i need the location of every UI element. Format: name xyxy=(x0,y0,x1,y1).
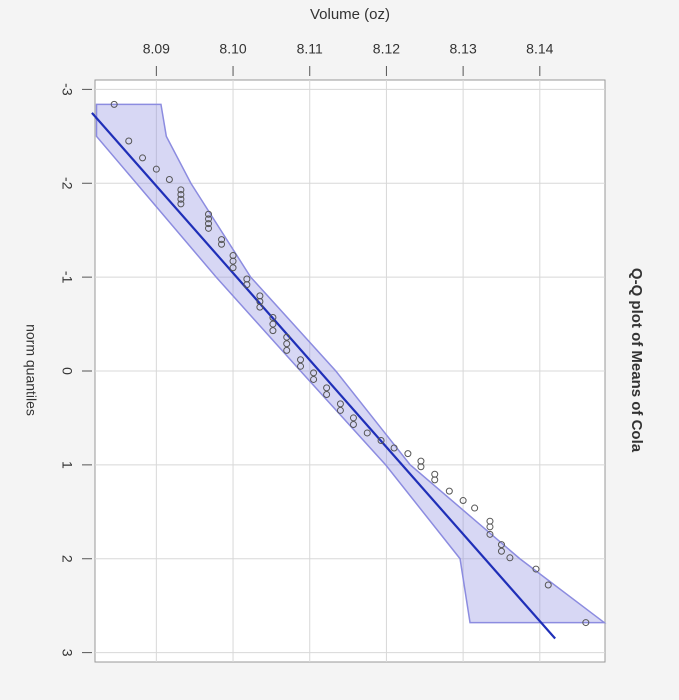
x-tick-label: 8.13 xyxy=(449,41,476,57)
point xyxy=(471,504,479,512)
x-tick-label: 8.09 xyxy=(143,41,170,57)
y-tick-label: 2 xyxy=(59,555,75,563)
point xyxy=(310,375,318,383)
point xyxy=(497,547,505,555)
y-tick-label: -3 xyxy=(59,83,75,96)
point xyxy=(229,264,237,272)
point xyxy=(486,523,494,531)
point xyxy=(205,220,213,228)
y-tick-label: -2 xyxy=(59,177,75,190)
point xyxy=(269,320,277,328)
point xyxy=(497,541,505,549)
point xyxy=(125,137,133,145)
point xyxy=(445,487,453,495)
x-tick-label: 8.12 xyxy=(373,41,400,57)
point xyxy=(177,195,185,203)
x-tick-label: 8.14 xyxy=(526,41,553,57)
point xyxy=(363,429,371,437)
point xyxy=(431,476,439,484)
point xyxy=(544,581,552,589)
x-tick-label: 8.11 xyxy=(297,41,323,57)
point xyxy=(283,333,291,341)
y-tick-label: 0 xyxy=(59,367,75,375)
y-axis-label: norm quantiles xyxy=(23,324,39,416)
y-tick-label: 1 xyxy=(59,461,75,469)
x-axis-label: Volume (oz) xyxy=(310,6,390,23)
point xyxy=(205,224,213,232)
point xyxy=(336,400,344,408)
point xyxy=(283,340,291,348)
point xyxy=(165,176,173,184)
point xyxy=(218,236,226,244)
point xyxy=(152,165,160,173)
confidence-band xyxy=(95,103,607,624)
point xyxy=(297,362,305,370)
point xyxy=(404,450,412,458)
point xyxy=(323,384,331,392)
point xyxy=(205,210,213,218)
point xyxy=(139,154,147,162)
point xyxy=(532,565,540,573)
fit-line xyxy=(91,112,556,640)
point xyxy=(377,436,385,444)
point xyxy=(323,390,331,398)
y-tick-label: 3 xyxy=(59,649,75,657)
point xyxy=(390,444,398,452)
point xyxy=(297,356,305,364)
point xyxy=(177,186,185,194)
point xyxy=(349,421,357,429)
point xyxy=(256,303,264,311)
point xyxy=(310,369,318,377)
point xyxy=(243,281,251,289)
point xyxy=(269,327,277,335)
point xyxy=(177,191,185,199)
point xyxy=(506,554,514,562)
point xyxy=(336,406,344,414)
point xyxy=(283,346,291,354)
point xyxy=(417,463,425,471)
point xyxy=(177,200,185,208)
x-tick-label: 8.10 xyxy=(219,41,246,57)
point xyxy=(229,257,237,265)
y-tick-label: -1 xyxy=(59,271,75,284)
point xyxy=(582,619,590,627)
chart-title: Q-Q plot of Means of Cola xyxy=(628,268,645,453)
point xyxy=(205,215,213,223)
point xyxy=(459,497,467,505)
point xyxy=(218,240,226,248)
point xyxy=(349,414,357,422)
point xyxy=(269,313,277,321)
point xyxy=(110,100,118,108)
point xyxy=(486,530,494,538)
